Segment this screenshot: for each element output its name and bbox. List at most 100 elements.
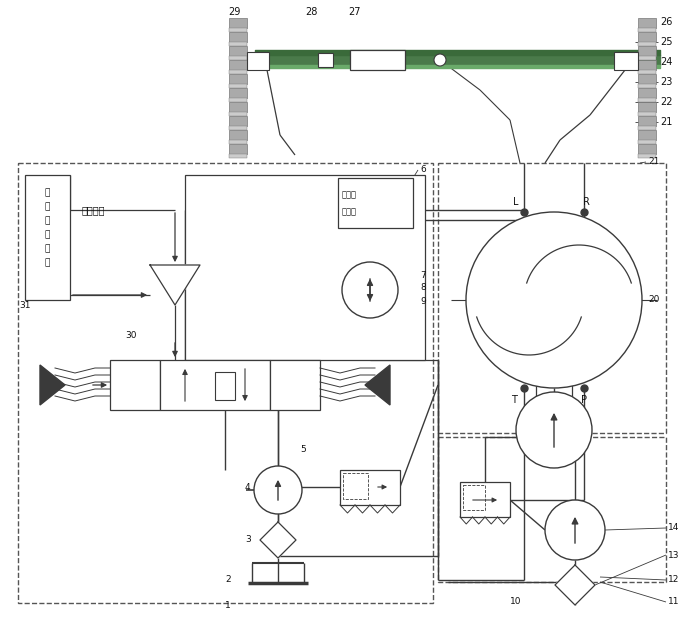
Text: 5: 5 xyxy=(300,446,306,454)
Text: 23: 23 xyxy=(660,77,672,87)
Bar xyxy=(638,32,656,42)
Bar xyxy=(215,372,235,400)
Circle shape xyxy=(434,54,446,66)
Bar xyxy=(638,42,656,46)
Bar xyxy=(638,70,656,74)
Bar xyxy=(229,116,247,126)
Circle shape xyxy=(254,466,302,514)
Bar xyxy=(638,84,656,88)
Bar xyxy=(638,130,656,140)
Bar xyxy=(638,74,656,84)
Text: 入: 入 xyxy=(44,230,50,240)
Bar xyxy=(25,175,70,300)
Bar xyxy=(229,70,247,74)
Bar xyxy=(160,360,270,410)
Text: 置: 置 xyxy=(44,258,50,268)
Text: 21: 21 xyxy=(648,157,660,167)
Bar xyxy=(229,46,247,56)
Bar xyxy=(229,42,247,46)
Text: 3: 3 xyxy=(245,535,251,545)
Polygon shape xyxy=(260,522,296,558)
Text: 22: 22 xyxy=(660,97,672,107)
Polygon shape xyxy=(40,365,65,405)
Bar xyxy=(229,84,247,88)
Text: 4: 4 xyxy=(245,484,251,492)
Bar xyxy=(185,175,425,360)
Text: 装: 装 xyxy=(44,245,50,253)
Text: 1: 1 xyxy=(225,600,231,610)
Bar xyxy=(614,52,638,70)
Bar xyxy=(638,56,656,60)
Bar xyxy=(638,140,656,144)
Text: 号: 号 xyxy=(44,203,50,212)
Bar xyxy=(229,126,247,130)
Bar xyxy=(229,56,247,60)
Text: 14: 14 xyxy=(668,524,679,532)
Text: 7: 7 xyxy=(420,270,426,280)
Bar xyxy=(638,102,656,112)
Polygon shape xyxy=(365,365,390,405)
Bar xyxy=(229,140,247,144)
Bar xyxy=(463,485,485,510)
Bar xyxy=(638,154,656,158)
Bar xyxy=(350,50,405,70)
Text: 30: 30 xyxy=(125,331,137,339)
Text: 9: 9 xyxy=(420,296,426,306)
Text: 20: 20 xyxy=(648,296,660,305)
Text: 26: 26 xyxy=(660,17,672,27)
Bar xyxy=(638,28,656,32)
Bar xyxy=(338,178,413,228)
Bar xyxy=(229,154,247,158)
Bar xyxy=(318,53,333,67)
Bar xyxy=(229,60,247,70)
Text: 12: 12 xyxy=(668,575,679,585)
Bar xyxy=(638,46,656,56)
Bar xyxy=(638,112,656,116)
Bar xyxy=(229,130,247,140)
Text: 2: 2 xyxy=(225,575,230,585)
Bar xyxy=(270,360,320,410)
Bar xyxy=(247,52,269,70)
Bar xyxy=(340,470,400,505)
Bar xyxy=(18,163,433,603)
Bar xyxy=(229,144,247,154)
Text: 转向角: 转向角 xyxy=(342,190,357,200)
Text: 指令信号: 指令信号 xyxy=(82,205,105,215)
Circle shape xyxy=(466,212,642,388)
Text: 输: 输 xyxy=(44,217,50,225)
Bar xyxy=(229,112,247,116)
Bar xyxy=(638,126,656,130)
Text: 31: 31 xyxy=(19,301,31,310)
Bar xyxy=(343,473,368,499)
Bar xyxy=(638,98,656,102)
Circle shape xyxy=(342,262,398,318)
Text: 29: 29 xyxy=(228,7,240,17)
Bar xyxy=(638,116,656,126)
Polygon shape xyxy=(555,565,595,605)
Bar xyxy=(229,98,247,102)
Text: 10: 10 xyxy=(510,598,521,607)
Bar xyxy=(438,437,666,582)
Text: T: T xyxy=(511,395,517,405)
Text: L: L xyxy=(513,197,519,207)
Text: 25: 25 xyxy=(660,37,672,47)
Text: 传感器: 传感器 xyxy=(342,208,357,217)
Bar xyxy=(638,18,656,28)
Circle shape xyxy=(516,392,592,468)
Bar xyxy=(229,102,247,112)
Circle shape xyxy=(545,500,605,560)
Bar xyxy=(229,74,247,84)
Bar xyxy=(460,482,510,517)
Text: P: P xyxy=(581,395,587,405)
Bar xyxy=(229,18,247,28)
Text: 13: 13 xyxy=(668,550,679,560)
Text: 28: 28 xyxy=(305,7,318,17)
Bar xyxy=(110,360,160,410)
Bar xyxy=(638,60,656,70)
Text: 6: 6 xyxy=(420,165,426,175)
Text: 信: 信 xyxy=(44,188,50,198)
Bar xyxy=(229,88,247,98)
Text: 24: 24 xyxy=(660,57,672,67)
Text: 8: 8 xyxy=(420,283,426,293)
Bar xyxy=(438,163,666,433)
